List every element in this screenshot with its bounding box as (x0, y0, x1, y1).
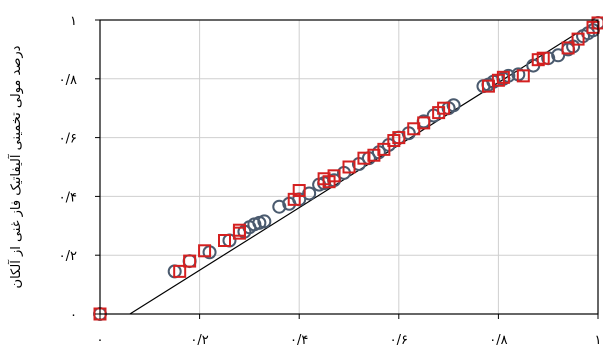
data-points (93, 15, 603, 321)
y-tick-label: ٠/۶ (59, 132, 77, 147)
x-tick-label: ٠ (97, 333, 104, 348)
square-marker (377, 142, 391, 156)
square-marker (417, 116, 431, 130)
axis-ticks: ٠ ٠/٢ ٠/۴ ٠/۶ ٠/٨ ١ ٠ ٠/٢ ٠/۴ ٠/۶ ٠/٨ ١ (59, 14, 602, 348)
square-marker (198, 244, 212, 258)
y-tick-label: ٠ (70, 308, 77, 323)
grid-lines (100, 20, 598, 314)
y-axis-label: درصد مولی تخمینی آلیفاتیک فاز غنی از آلک… (7, 45, 24, 288)
circle-marker (272, 199, 287, 214)
x-tick-label: ٠/٢ (190, 333, 208, 348)
y-tick-label: ١ (70, 14, 77, 29)
square-marker (327, 169, 341, 183)
square-marker (173, 264, 187, 278)
y-tick-label: ٠/۴ (59, 190, 77, 205)
x-tick-label: ١ (595, 333, 602, 348)
square-marker (392, 131, 406, 145)
circle-marker (446, 98, 461, 113)
y-tick-label: ٠/٢ (59, 249, 77, 264)
x-tick-label: ٠/٨ (489, 333, 507, 348)
square-marker (232, 223, 246, 237)
plot-border (99, 19, 599, 315)
circle-marker (551, 48, 566, 63)
square-marker (561, 41, 575, 55)
square-marker (357, 151, 371, 165)
square-marker (437, 101, 451, 115)
circle-marker (257, 214, 272, 229)
y-tick-label: ٠/٨ (59, 73, 77, 88)
square-marker (516, 69, 530, 83)
x-tick-label: ٠/۴ (290, 333, 308, 348)
square-marker (292, 184, 306, 198)
square-marker (183, 254, 197, 268)
square-marker (218, 234, 231, 247)
x-tick-label: ٠/۶ (390, 333, 408, 348)
circle-marker (302, 186, 317, 201)
square-marker (571, 32, 585, 46)
square-marker (496, 70, 510, 84)
square-marker (536, 51, 550, 65)
square-marker (342, 160, 356, 174)
